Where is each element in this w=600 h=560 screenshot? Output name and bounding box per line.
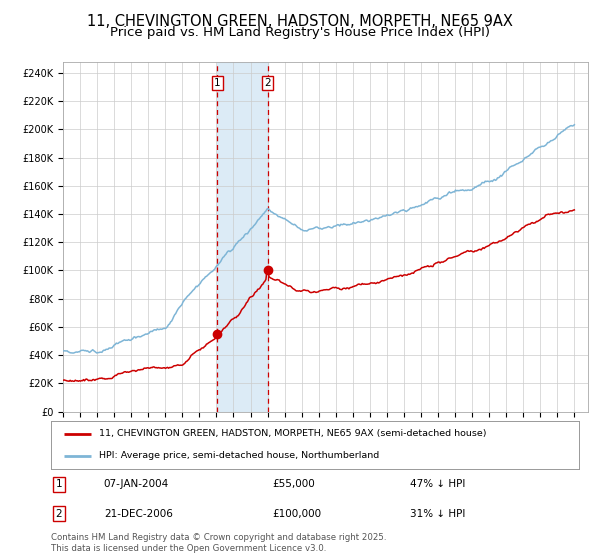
Text: Price paid vs. HM Land Registry's House Price Index (HPI): Price paid vs. HM Land Registry's House … — [110, 26, 490, 39]
Text: 31% ↓ HPI: 31% ↓ HPI — [410, 508, 466, 519]
Text: 21-DEC-2006: 21-DEC-2006 — [104, 508, 173, 519]
Text: £100,000: £100,000 — [273, 508, 322, 519]
Text: 2: 2 — [264, 78, 271, 88]
Bar — [217, 62, 268, 412]
Text: 2: 2 — [56, 508, 62, 519]
Text: 1: 1 — [56, 479, 62, 489]
Text: 1: 1 — [214, 78, 221, 88]
Text: 47% ↓ HPI: 47% ↓ HPI — [410, 479, 466, 489]
Text: HPI: Average price, semi-detached house, Northumberland: HPI: Average price, semi-detached house,… — [98, 451, 379, 460]
Text: 11, CHEVINGTON GREEN, HADSTON, MORPETH, NE65 9AX: 11, CHEVINGTON GREEN, HADSTON, MORPETH, … — [87, 14, 513, 29]
Text: 07-JAN-2004: 07-JAN-2004 — [104, 479, 169, 489]
Text: 11, CHEVINGTON GREEN, HADSTON, MORPETH, NE65 9AX (semi-detached house): 11, CHEVINGTON GREEN, HADSTON, MORPETH, … — [98, 430, 486, 438]
Text: Contains HM Land Registry data © Crown copyright and database right 2025.
This d: Contains HM Land Registry data © Crown c… — [51, 533, 386, 553]
Text: £55,000: £55,000 — [273, 479, 316, 489]
